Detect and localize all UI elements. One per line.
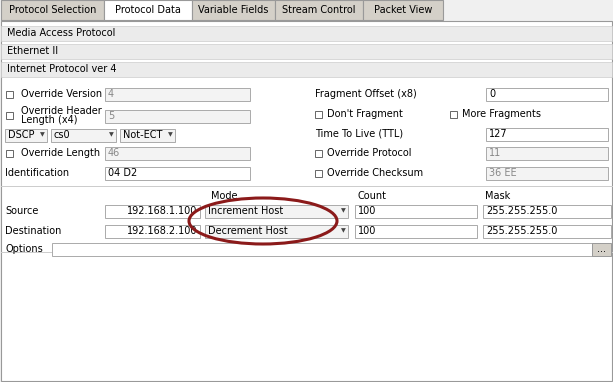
Bar [1, 44, 612, 59]
Text: 255.255.255.0: 255.255.255.0 [486, 206, 557, 216]
Text: Override Length: Override Length [21, 148, 100, 158]
Text: Protocol Data: Protocol Data [115, 5, 181, 15]
Bar [315, 170, 322, 176]
Text: 127: 127 [489, 129, 508, 139]
Bar [6, 91, 12, 97]
Text: 192.168.2.100: 192.168.2.100 [126, 226, 197, 236]
Bar [52, 243, 600, 256]
Text: Ethernet II: Ethernet II [7, 47, 58, 57]
Bar [315, 110, 322, 118]
Text: Media Access Protocol: Media Access Protocol [7, 29, 115, 39]
Bar [105, 147, 250, 160]
Text: Override Version: Override Version [21, 89, 102, 99]
Text: ...: ... [596, 244, 606, 254]
Text: Variable Fields: Variable Fields [199, 5, 268, 15]
Bar [51, 128, 116, 141]
Text: 5: 5 [108, 111, 114, 121]
Bar [275, 0, 363, 20]
Bar [486, 87, 608, 100]
Text: More Fragments: More Fragments [462, 109, 541, 119]
Text: Internet Protocol ver 4: Internet Protocol ver 4 [7, 65, 116, 74]
Text: Decrement Host: Decrement Host [208, 226, 287, 236]
Text: 4: 4 [108, 89, 114, 99]
Text: 36 EE: 36 EE [489, 168, 517, 178]
Text: Destination: Destination [5, 226, 61, 236]
Text: Time To Live (TTL): Time To Live (TTL) [315, 129, 403, 139]
Bar [5, 128, 47, 141]
Bar [592, 243, 611, 256]
Text: 100: 100 [358, 206, 376, 216]
Text: Override Header: Override Header [21, 106, 102, 116]
Text: Override Checksum: Override Checksum [327, 168, 423, 178]
Text: Override Protocol: Override Protocol [327, 148, 411, 158]
Bar [483, 225, 611, 238]
Text: ▼: ▼ [341, 209, 346, 214]
Text: 11: 11 [489, 148, 501, 158]
Bar [205, 204, 348, 217]
Bar [315, 149, 322, 157]
Bar [486, 167, 608, 180]
Text: Protocol Selection: Protocol Selection [9, 5, 96, 15]
Text: Not-ECT: Not-ECT [123, 130, 162, 140]
Bar [6, 149, 12, 157]
Bar [105, 167, 250, 180]
Text: cs0: cs0 [54, 130, 70, 140]
Text: ▼: ▼ [168, 133, 173, 138]
Bar [486, 147, 608, 160]
Bar [486, 128, 608, 141]
Text: 04 D2: 04 D2 [108, 168, 137, 178]
Bar [483, 204, 611, 217]
Text: 100: 100 [358, 226, 376, 236]
Text: Packet View: Packet View [374, 5, 432, 15]
Text: Increment Host: Increment Host [208, 206, 283, 216]
Text: Count: Count [358, 191, 387, 201]
Text: Source: Source [5, 206, 39, 216]
Text: Mask: Mask [485, 191, 510, 201]
Bar [105, 110, 250, 123]
Text: Length (x4): Length (x4) [21, 115, 77, 125]
Text: Identification: Identification [5, 168, 69, 178]
Bar [120, 128, 175, 141]
Text: 0: 0 [489, 89, 495, 99]
Bar [355, 204, 477, 217]
Bar [1, 0, 104, 20]
Bar [205, 225, 348, 238]
Text: Fragment Offset (x8): Fragment Offset (x8) [315, 89, 417, 99]
Text: Stream Control: Stream Control [282, 5, 356, 15]
Bar [6, 112, 12, 118]
Bar [104, 0, 192, 20]
Text: ▼: ▼ [40, 133, 45, 138]
Bar [105, 87, 250, 100]
Text: Don't Fragment: Don't Fragment [327, 109, 403, 119]
Text: Options: Options [5, 244, 43, 254]
Text: 46: 46 [108, 148, 120, 158]
Bar [1, 62, 612, 77]
Text: ▼: ▼ [109, 133, 114, 138]
Bar [1, 26, 612, 41]
Text: ▼: ▼ [341, 228, 346, 233]
Bar [450, 110, 457, 118]
Bar [363, 0, 443, 20]
Text: DSCP: DSCP [8, 130, 34, 140]
Bar [355, 225, 477, 238]
Bar [105, 225, 200, 238]
Text: Mode: Mode [211, 191, 237, 201]
Bar [105, 204, 200, 217]
Bar [192, 0, 275, 20]
Text: 192.168.1.100: 192.168.1.100 [127, 206, 197, 216]
Text: 255.255.255.0: 255.255.255.0 [486, 226, 557, 236]
